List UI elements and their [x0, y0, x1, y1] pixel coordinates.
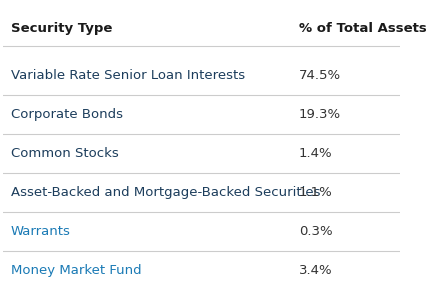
Text: 19.3%: 19.3%: [299, 108, 341, 121]
Text: Variable Rate Senior Loan Interests: Variable Rate Senior Loan Interests: [11, 69, 245, 81]
Text: Warrants: Warrants: [11, 225, 70, 238]
Text: 74.5%: 74.5%: [299, 69, 341, 81]
Text: Common Stocks: Common Stocks: [11, 147, 118, 160]
Text: 1.4%: 1.4%: [299, 147, 332, 160]
Text: Money Market Fund: Money Market Fund: [11, 264, 141, 277]
Text: Security Type: Security Type: [11, 22, 112, 35]
Text: 1.1%: 1.1%: [299, 186, 333, 199]
Text: Corporate Bonds: Corporate Bonds: [11, 108, 123, 121]
Text: Asset-Backed and Mortgage-Backed Securities: Asset-Backed and Mortgage-Backed Securit…: [11, 186, 320, 199]
Text: % of Total Assets: % of Total Assets: [299, 22, 427, 35]
Text: 3.4%: 3.4%: [299, 264, 332, 277]
Text: 0.3%: 0.3%: [299, 225, 332, 238]
